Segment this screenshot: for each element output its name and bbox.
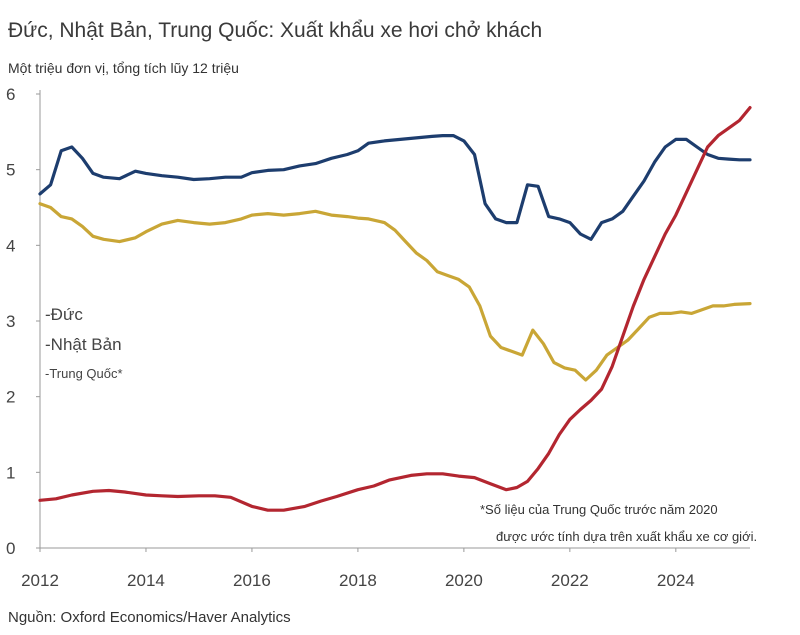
footnote-line-0: *Số liệu của Trung Quốc trước năm 2020 [480, 502, 718, 517]
legend-entry-1: -Nhật Bản [45, 335, 122, 354]
y-axis-unit-label: Một triệu đơn vị, tổng tích lũy 12 triệu [8, 60, 239, 76]
x-tick-label: 2012 [21, 571, 59, 590]
series-lines [38, 105, 752, 512]
chart-title: Đức, Nhật Bản, Trung Quốc: Xuất khẩu xe … [8, 19, 543, 42]
legend-entry-0: -Đức [45, 305, 83, 324]
y-tick-label: 1 [6, 463, 15, 482]
source-note: Nguồn: Oxford Economics/Haver Analytics [8, 609, 291, 626]
legend-entry-2: -Trung Quốc* [45, 366, 123, 381]
axes: 0 1 2 3 4 5 6 2012 2014 2016 2018 2020 2022 2024 [6, 85, 750, 590]
footnote-line-1: được ước tính dựa trên xuất khẩu xe cơ g… [496, 529, 757, 544]
y-tick-label: 0 [6, 539, 15, 558]
y-tick-label: 4 [6, 236, 15, 255]
series-line-0 [38, 134, 752, 241]
series-line-2 [38, 105, 752, 512]
y-tick-label: 5 [6, 161, 15, 180]
y-tick-label: 3 [6, 312, 15, 331]
x-tick-label: 2014 [127, 571, 165, 590]
x-tick-label: 2018 [339, 571, 377, 590]
y-tick-label: 2 [6, 388, 15, 407]
x-tick-label: 2020 [445, 571, 483, 590]
legend: -Đức -Nhật Bản -Trung Quốc* [45, 305, 123, 381]
x-tick-label: 2022 [551, 571, 589, 590]
x-tick-label: 2016 [233, 571, 271, 590]
footnote: *Số liệu của Trung Quốc trước năm 2020 đư… [480, 502, 757, 544]
x-tick-label: 2024 [657, 571, 695, 590]
y-tick-label: 6 [6, 85, 15, 104]
series-line-1 [38, 202, 752, 382]
